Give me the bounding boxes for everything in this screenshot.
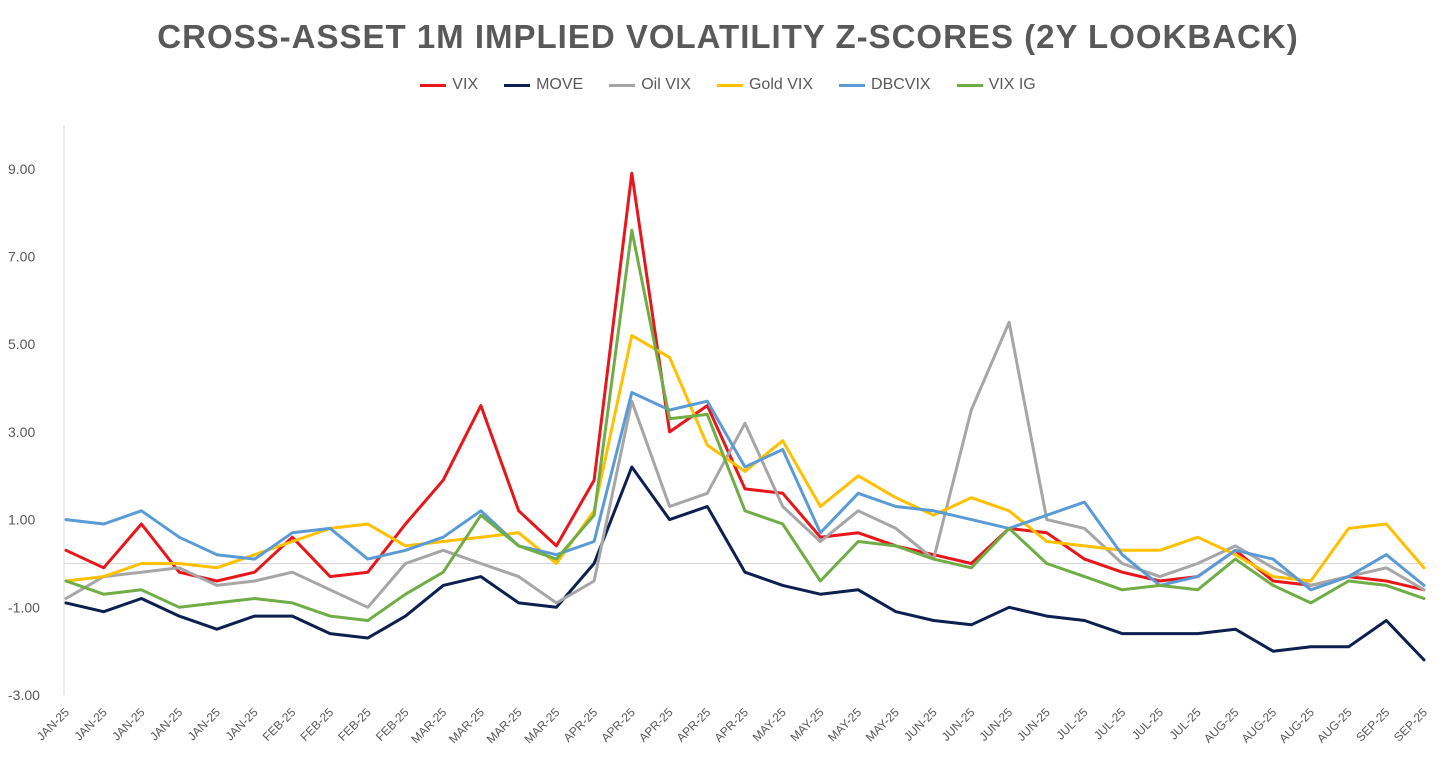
x-tick-label: SEP-25 — [1353, 705, 1392, 744]
x-tick-label: APR-25 — [598, 705, 638, 745]
legend-swatch — [716, 83, 743, 87]
y-tick-label: -3.00 — [8, 687, 40, 703]
series-line-dbcvix — [64, 391, 1426, 592]
legend-label: Oil VIX — [641, 76, 691, 93]
x-tick-label: AUG-25 — [1201, 705, 1242, 746]
x-tick-label: MAR-25 — [484, 705, 525, 746]
x-tick-label: FEB-25 — [260, 705, 299, 744]
x-tick-label: JAN-25 — [147, 705, 185, 743]
series-line-vix — [64, 171, 1426, 592]
x-tick-label: APR-25 — [712, 705, 752, 745]
legend-swatch — [504, 83, 531, 87]
legend-label: Gold VIX — [748, 76, 814, 93]
x-tick-label: APR-25 — [561, 705, 601, 745]
series-line-vix-ig — [64, 228, 1426, 622]
x-tick-label: APR-25 — [674, 705, 714, 745]
legend-item: VIX IG — [956, 76, 1036, 94]
x-tick-label: AUG-25 — [1314, 705, 1355, 746]
y-tick-label: -1.00 — [8, 599, 40, 615]
x-tick-label: MAY-25 — [787, 705, 826, 744]
x-tick-label: AUG-25 — [1239, 705, 1280, 746]
legend-item: DBCVIX — [839, 76, 931, 94]
x-tick-label: MAY-25 — [863, 705, 902, 744]
legend-label: MOVE — [536, 76, 584, 93]
series-line-move — [64, 465, 1426, 662]
x-tick-label: JAN-25 — [109, 705, 147, 743]
legend-label: DBCVIX — [871, 76, 931, 93]
x-tick-label: FEB-25 — [335, 705, 374, 744]
x-tick-label: JUL-25 — [1053, 705, 1090, 742]
y-tick-label: 5.00 — [8, 336, 35, 352]
y-tick-label: 7.00 — [8, 249, 35, 265]
x-tick-label: JAN-25 — [185, 705, 223, 743]
legend-item: VIX — [420, 76, 478, 94]
x-tick-label: JAN-25 — [72, 705, 110, 743]
x-tick-label: JUN-25 — [1014, 705, 1053, 744]
x-tick-label: SEP-25 — [1391, 705, 1430, 744]
legend-item: Gold VIX — [716, 76, 814, 94]
series-line-gold-vix — [64, 334, 1426, 583]
x-tick-label: JUN-25 — [977, 705, 1016, 744]
x-tick-label: MAY-25 — [750, 705, 789, 744]
legend-item: MOVE — [504, 76, 583, 94]
y-tick-label: 1.00 — [8, 512, 35, 528]
x-tick-label: FEB-25 — [298, 705, 337, 744]
x-tick-label: FEB-25 — [373, 705, 412, 744]
x-tick-label: JUL-25 — [1129, 705, 1166, 742]
legend: VIX MOVE Oil VIX Gold VIX DBCVIX VIX IG — [0, 76, 1456, 94]
legend-item: Oil VIX — [609, 76, 691, 94]
x-tick-label: JUL-25 — [1167, 705, 1204, 742]
x-tick-label: APR-25 — [636, 705, 676, 745]
legend-swatch — [609, 83, 636, 87]
legend-swatch — [956, 83, 983, 87]
chart-title: CROSS-ASSET 1M IMPLIED VOLATILITY Z-SCOR… — [157, 18, 1299, 55]
x-tick-label: JAN-25 — [223, 705, 261, 743]
y-tick-label: 3.00 — [8, 424, 35, 440]
x-tick-label: MAR-25 — [408, 705, 449, 746]
legend-label: VIX — [452, 76, 479, 93]
series-line-oil-vix — [64, 320, 1426, 609]
x-tick-label: JUN-25 — [901, 705, 940, 744]
legend-label: VIX IG — [988, 76, 1036, 93]
legend-swatch — [839, 83, 866, 87]
x-tick-label: JUN-25 — [939, 705, 978, 744]
x-tick-label: JUL-25 — [1091, 705, 1128, 742]
x-tick-label: JAN-25 — [34, 705, 72, 743]
x-tick-label: MAR-25 — [446, 705, 487, 746]
x-tick-label: AUG-25 — [1276, 705, 1317, 746]
x-tick-label: MAY-25 — [825, 705, 864, 744]
x-tick-label: MAR-25 — [521, 705, 562, 746]
legend-swatch — [420, 83, 447, 87]
y-tick-label: 9.00 — [8, 161, 35, 177]
